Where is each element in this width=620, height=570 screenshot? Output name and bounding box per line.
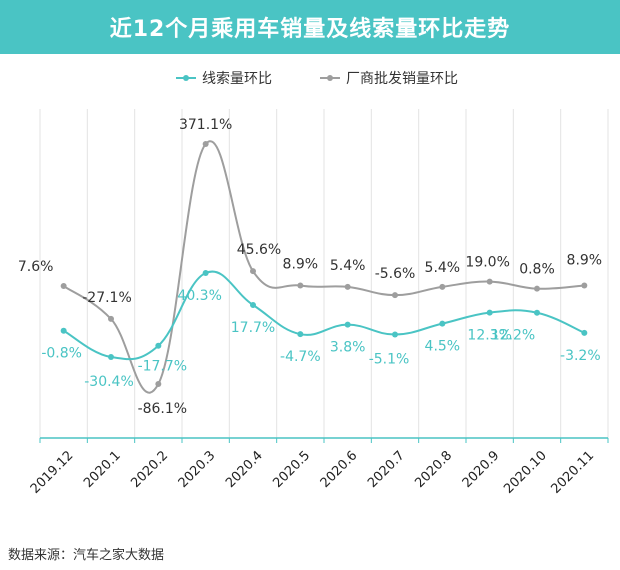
x-tick-label: 2020.2 — [128, 448, 171, 491]
data-point — [439, 283, 446, 290]
data-point — [250, 301, 256, 308]
data-point — [155, 381, 162, 387]
data-label: 40.3% — [177, 288, 221, 304]
series-lines — [60, 140, 588, 394]
data-label: -5.6% — [375, 266, 416, 282]
x-tick-label: 2020.7 — [365, 448, 408, 491]
data-label: -3.2% — [560, 348, 601, 364]
data-point — [392, 331, 398, 338]
data-point — [534, 285, 540, 292]
x-tick-label: 2020.5 — [270, 448, 313, 491]
x-axis: 2019.12 2020.1 2020.2 2020.3 2020.4 2020.5 202… — [28, 437, 609, 497]
legend-label: 线索量环比 — [202, 70, 272, 87]
data-label: 12.2% — [491, 328, 535, 344]
data-point — [60, 283, 67, 290]
x-tick-label: 2020.9 — [460, 448, 503, 491]
data-point — [581, 282, 588, 289]
data-label: 19.0% — [465, 255, 509, 271]
data-point — [155, 342, 162, 349]
data-label: 3.8% — [330, 340, 366, 356]
data-label: -17.7% — [138, 359, 188, 375]
data-label: 0.8% — [519, 262, 555, 278]
x-tick-label: 2020.1 — [81, 448, 124, 491]
data-point — [392, 292, 398, 299]
legend-marker — [183, 75, 189, 81]
x-tick-label: 2020.3 — [176, 448, 219, 491]
data-point — [439, 320, 446, 327]
data-label: -4.7% — [280, 349, 321, 365]
data-label: -27.1% — [82, 290, 132, 306]
data-label: -5.1% — [369, 352, 410, 368]
data-label: 12.3% — [467, 328, 511, 344]
grid-lines — [39, 109, 609, 438]
x-tick-label: 2020.10 — [501, 448, 550, 497]
line-chart: 线索量环比 厂商批发销量环比 -0.8%-30.4%-17.7% 40.3% 17.7… — [18, 70, 609, 497]
x-tick-label: 2020.4 — [223, 448, 266, 491]
x-tick-label: 2019.12 — [28, 448, 77, 497]
data-labels: -0.8%-30.4%-17.7% 40.3% 17.7% -4.7% 3.8%-5.1… — [18, 117, 602, 417]
data-label: 5.4% — [425, 260, 461, 276]
x-tick-label: 2020.6 — [318, 448, 361, 491]
legend-marker — [327, 75, 333, 81]
x-tick-label: 2020.11 — [549, 448, 598, 497]
data-point — [486, 309, 493, 316]
data-label: 8.9% — [567, 253, 603, 269]
data-point — [60, 327, 67, 334]
data-point — [581, 329, 588, 336]
data-point — [486, 278, 493, 285]
series-line-wholesale — [63, 140, 585, 394]
data-point — [297, 282, 304, 289]
data-point — [344, 283, 351, 290]
data-label: 4.5% — [425, 339, 461, 355]
data-label: -86.1% — [138, 401, 188, 417]
data-source: 数据来源：汽车之家大数据 — [8, 548, 165, 563]
data-point — [344, 321, 351, 328]
data-point — [202, 270, 209, 276]
data-point — [108, 354, 114, 360]
data-label: 17.7% — [231, 320, 275, 336]
legend: 线索量环比 厂商批发销量环比 — [176, 70, 458, 87]
data-label: 45.6% — [237, 242, 281, 258]
data-label: -30.4% — [84, 374, 134, 390]
data-point — [202, 141, 209, 147]
data-point — [108, 315, 114, 322]
data-point — [297, 331, 304, 338]
x-tick-label: 2020.8 — [412, 448, 455, 491]
data-label: 371.1% — [179, 117, 232, 133]
data-point — [534, 309, 540, 316]
data-label: 5.4% — [330, 258, 366, 274]
data-label: 7.6% — [18, 259, 54, 275]
legend-label: 厂商批发销量环比 — [346, 71, 458, 87]
data-label: 8.9% — [283, 257, 319, 273]
data-label: -0.8% — [41, 346, 82, 362]
chart-title: 近12个月乘用车销量及线索量环比走势 — [0, 0, 620, 54]
data-point — [250, 268, 256, 275]
